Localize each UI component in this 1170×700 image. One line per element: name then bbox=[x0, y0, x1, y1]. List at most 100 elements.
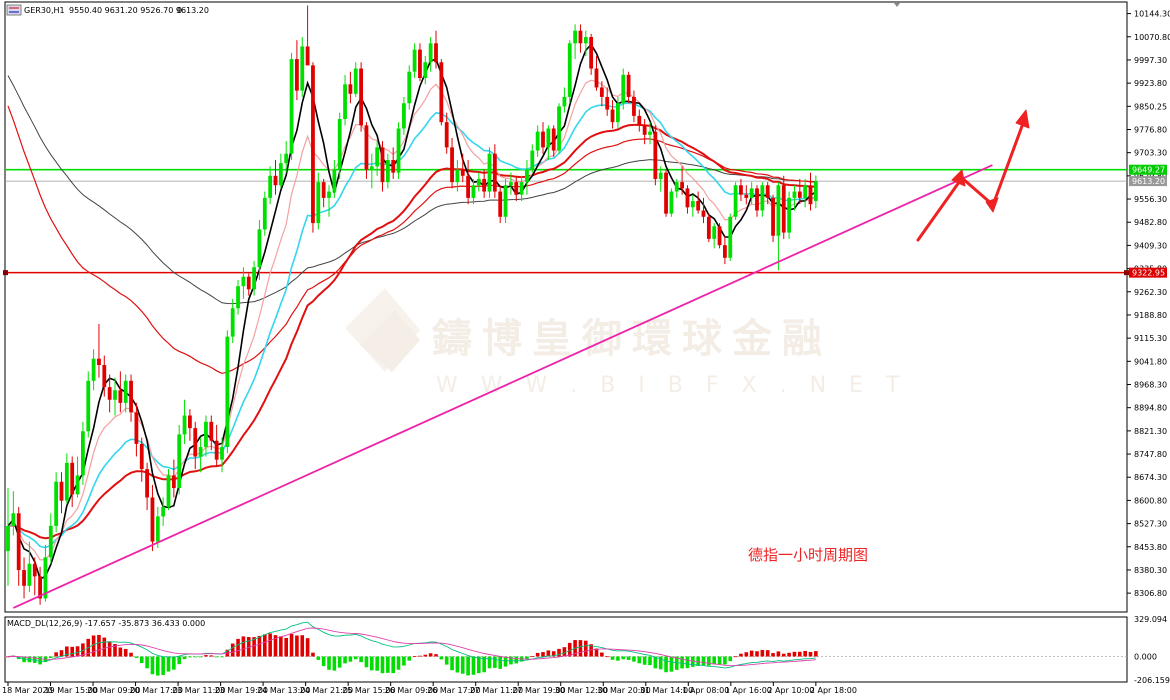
candle bbox=[86, 371, 91, 438]
candle bbox=[621, 68, 626, 110]
macd-bar bbox=[359, 656, 363, 663]
x-tick-label: 19 Mar 15:00 bbox=[45, 686, 98, 695]
candle bbox=[134, 402, 139, 457]
price-tag-box bbox=[1129, 176, 1167, 187]
macd-bar bbox=[139, 656, 144, 664]
candle-body bbox=[32, 563, 37, 577]
candle bbox=[204, 415, 208, 457]
candle-body bbox=[728, 216, 733, 258]
candle bbox=[236, 279, 240, 315]
candle-body bbox=[391, 160, 396, 173]
candle-body bbox=[188, 415, 192, 429]
candle-body bbox=[246, 276, 251, 290]
candle bbox=[43, 544, 48, 602]
candle bbox=[701, 197, 706, 224]
candle bbox=[295, 40, 299, 101]
candle bbox=[161, 497, 166, 526]
candle bbox=[760, 182, 765, 217]
candle-body bbox=[755, 188, 759, 211]
candle-body bbox=[557, 106, 561, 151]
candle-body bbox=[81, 431, 85, 476]
candle-body bbox=[616, 103, 620, 123]
candle bbox=[27, 541, 32, 593]
macd-bar bbox=[166, 656, 171, 672]
candle-body bbox=[589, 37, 594, 69]
candle-body bbox=[353, 68, 358, 94]
y-tick-label: 8306.80 bbox=[1134, 589, 1167, 598]
trendline-layer bbox=[12, 164, 993, 609]
macd-histogram bbox=[5, 621, 1127, 676]
candle bbox=[498, 185, 503, 224]
ma-long-gray-line bbox=[7, 75, 816, 305]
macd-bar bbox=[375, 656, 379, 671]
x-tick-label: 2 Apr 10:00 bbox=[767, 686, 814, 695]
candle-body bbox=[107, 387, 112, 400]
macd-bar bbox=[305, 638, 310, 657]
candle bbox=[434, 30, 438, 69]
candle-body bbox=[214, 440, 219, 460]
candle bbox=[246, 273, 251, 296]
candle bbox=[567, 40, 572, 104]
macd-bar bbox=[701, 656, 706, 666]
candle-body bbox=[701, 210, 706, 217]
macd-bar bbox=[332, 656, 337, 671]
candle-body bbox=[48, 525, 53, 558]
header-info: GER30,H1 9550.40 9631.20 9526.70 9613.20… bbox=[6, 3, 900, 16]
candle-body bbox=[123, 380, 128, 403]
scroll-marker-icon bbox=[894, 3, 900, 7]
y-tick-label: 9850.25 bbox=[1134, 102, 1167, 111]
candle bbox=[728, 213, 733, 261]
macd-tick-label: -206.159 bbox=[1134, 676, 1170, 685]
candle bbox=[311, 62, 315, 233]
macd-bar bbox=[439, 656, 444, 660]
candle bbox=[220, 437, 224, 473]
macd-bar bbox=[546, 650, 551, 657]
y-tick-label: 9115.30 bbox=[1134, 334, 1167, 343]
candle bbox=[653, 125, 658, 186]
macd-bar bbox=[798, 651, 802, 657]
candle-body bbox=[648, 131, 652, 135]
candle bbox=[332, 160, 337, 198]
macd-bar bbox=[776, 651, 781, 657]
macd-bar bbox=[600, 652, 604, 657]
candle-body bbox=[305, 46, 310, 66]
candle bbox=[605, 87, 610, 116]
candle bbox=[455, 160, 460, 192]
macd-bar bbox=[370, 656, 374, 671]
macd-bar bbox=[273, 635, 278, 657]
candle-body bbox=[492, 153, 497, 192]
candle-body bbox=[535, 131, 540, 151]
candle-body bbox=[680, 182, 684, 189]
candle-body bbox=[241, 276, 246, 287]
candle-body bbox=[412, 49, 417, 72]
y-tick-label: 10070.80 bbox=[1134, 33, 1170, 42]
macd-bar bbox=[541, 652, 545, 657]
macd-bar bbox=[680, 656, 684, 669]
macd-bar bbox=[712, 656, 716, 665]
candle-body bbox=[252, 267, 256, 290]
price-tag-box bbox=[1129, 164, 1167, 175]
macd-bar bbox=[696, 656, 700, 666]
ma5-black-line bbox=[7, 43, 817, 581]
candle bbox=[573, 24, 577, 60]
candle bbox=[535, 125, 540, 157]
candle-body bbox=[653, 131, 658, 179]
candle-body bbox=[359, 68, 363, 126]
candle-body bbox=[664, 172, 668, 214]
macd-bar bbox=[193, 656, 198, 658]
macd-bar bbox=[514, 656, 519, 664]
candle bbox=[642, 119, 647, 145]
candle bbox=[278, 153, 283, 189]
candle-body bbox=[155, 516, 160, 542]
macd-bar bbox=[134, 656, 139, 658]
candle bbox=[209, 415, 214, 451]
candle-body bbox=[64, 462, 69, 501]
candle-body bbox=[803, 185, 808, 198]
candle-body bbox=[145, 469, 149, 498]
macd-bar bbox=[188, 656, 192, 658]
x-tick-label: 26 Mar 09:00 bbox=[385, 686, 438, 695]
y-tick-label: 9409.30 bbox=[1134, 241, 1167, 250]
candle-body bbox=[808, 185, 813, 205]
candle-body bbox=[669, 191, 674, 214]
candle bbox=[364, 122, 369, 179]
